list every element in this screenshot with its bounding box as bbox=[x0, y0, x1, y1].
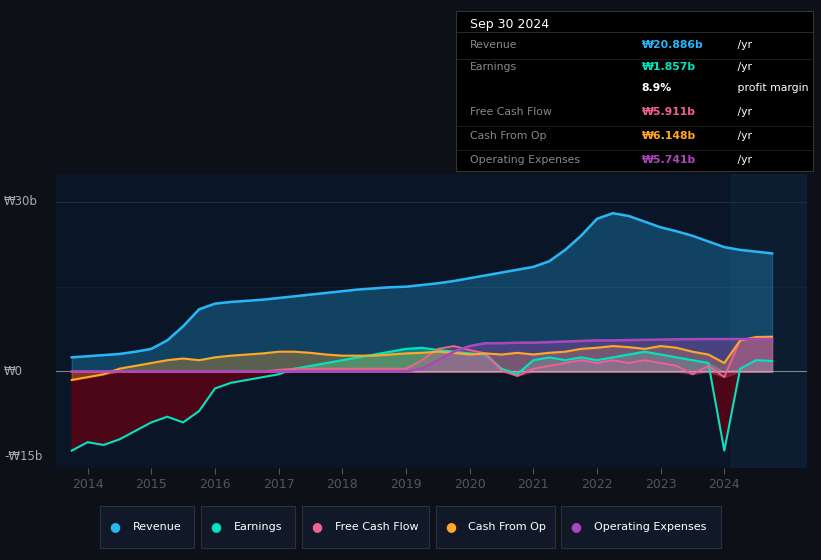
Text: ₩20.886b: ₩20.886b bbox=[641, 40, 703, 50]
Text: ₩30b: ₩30b bbox=[4, 195, 38, 208]
Text: /yr: /yr bbox=[734, 107, 752, 117]
Text: Free Cash Flow: Free Cash Flow bbox=[470, 107, 552, 117]
Text: /yr: /yr bbox=[734, 155, 752, 165]
Text: ●: ● bbox=[210, 520, 221, 533]
Text: Revenue: Revenue bbox=[132, 522, 181, 531]
Text: /yr: /yr bbox=[734, 40, 752, 50]
Text: Earnings: Earnings bbox=[470, 62, 517, 72]
Text: ₩5.741b: ₩5.741b bbox=[641, 155, 695, 165]
Text: ●: ● bbox=[571, 520, 581, 533]
Text: /yr: /yr bbox=[734, 131, 752, 141]
Text: ●: ● bbox=[109, 520, 120, 533]
Text: ●: ● bbox=[445, 520, 456, 533]
Text: Free Cash Flow: Free Cash Flow bbox=[335, 522, 418, 531]
Text: Operating Expenses: Operating Expenses bbox=[470, 155, 580, 165]
Text: ₩6.148b: ₩6.148b bbox=[641, 131, 695, 141]
Text: ₩5.911b: ₩5.911b bbox=[641, 107, 695, 117]
Text: Earnings: Earnings bbox=[234, 522, 282, 531]
Text: Cash From Op: Cash From Op bbox=[469, 522, 546, 531]
Text: ₩0: ₩0 bbox=[4, 365, 23, 378]
Text: Operating Expenses: Operating Expenses bbox=[594, 522, 706, 531]
Text: Sep 30 2024: Sep 30 2024 bbox=[470, 17, 549, 31]
Text: Revenue: Revenue bbox=[470, 40, 517, 50]
Text: 8.9%: 8.9% bbox=[641, 83, 672, 93]
Text: ₩1.857b: ₩1.857b bbox=[641, 62, 695, 72]
Bar bbox=[731, 174, 807, 468]
Text: -₩15b: -₩15b bbox=[4, 450, 43, 463]
Text: profit margin: profit margin bbox=[734, 83, 809, 93]
Text: /yr: /yr bbox=[734, 62, 752, 72]
Text: Cash From Op: Cash From Op bbox=[470, 131, 547, 141]
Text: ●: ● bbox=[311, 520, 322, 533]
